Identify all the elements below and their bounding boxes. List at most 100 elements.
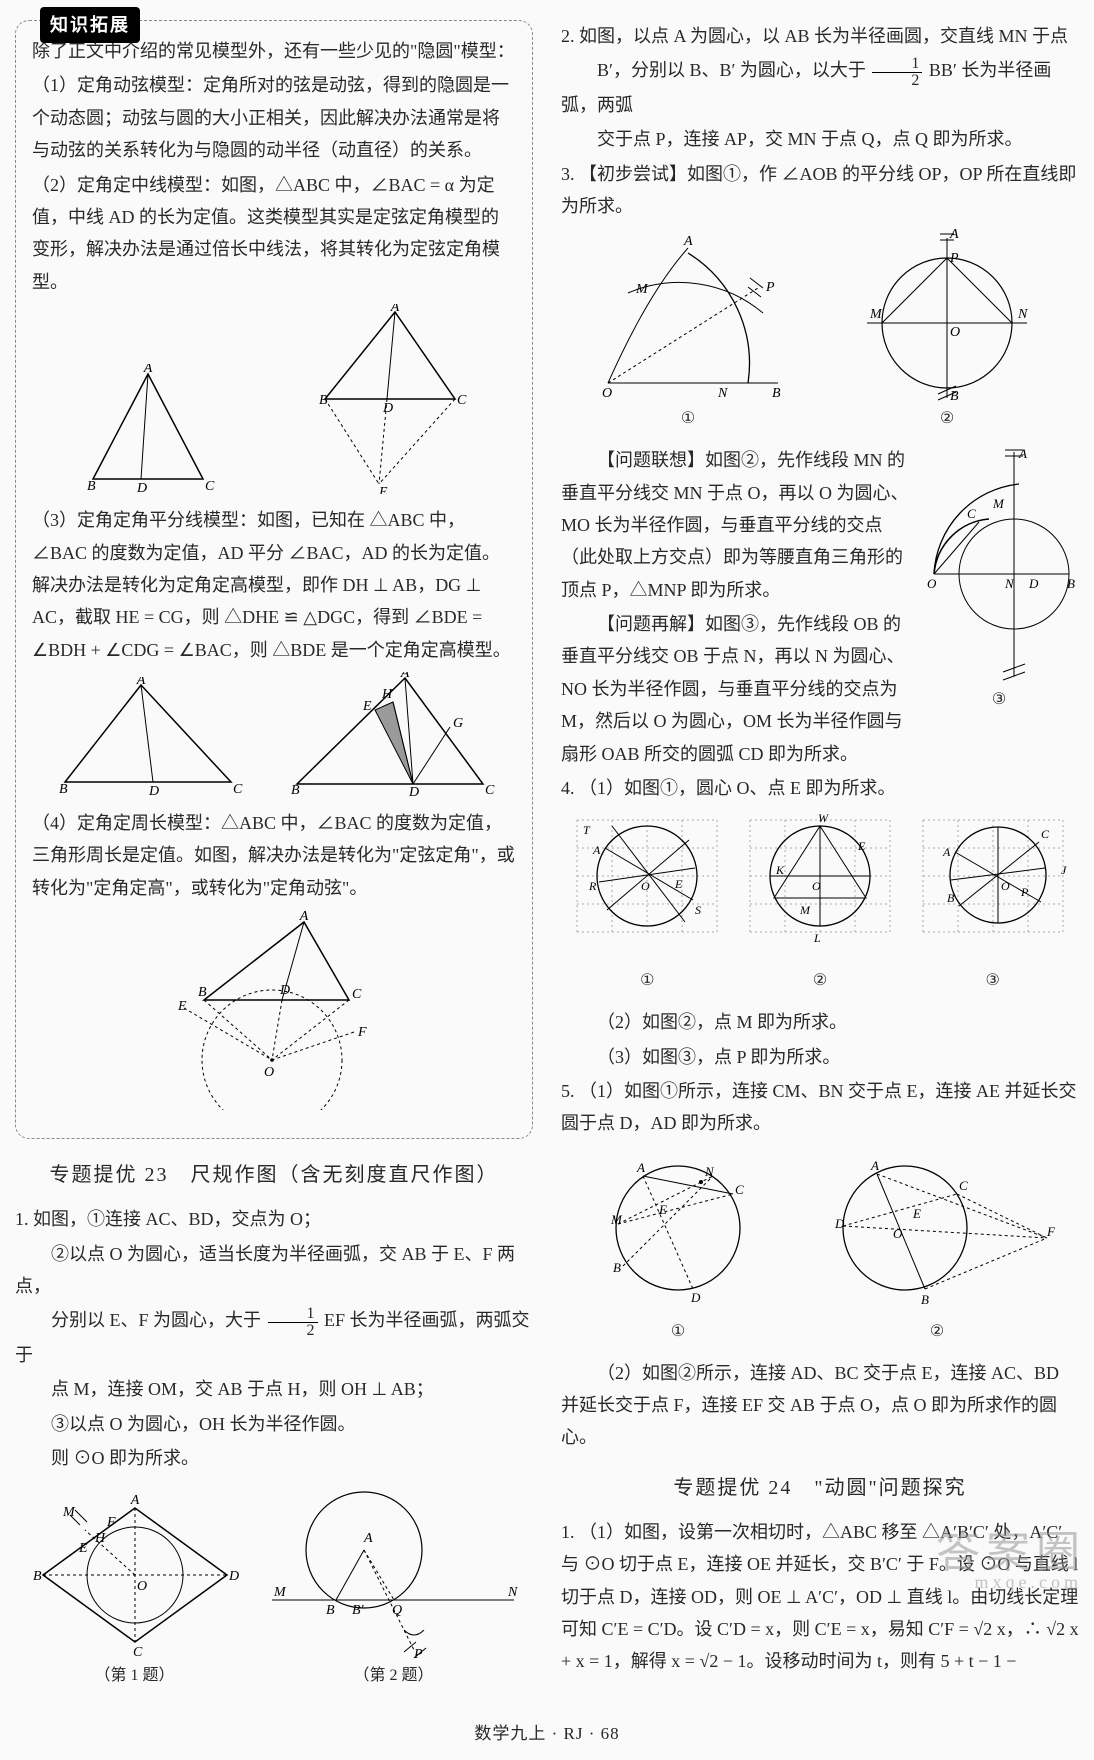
q2-cap: （第 2 题） xyxy=(264,1662,524,1691)
q5-cap2: ② xyxy=(817,1318,1057,1347)
fraction-half: 12 xyxy=(268,1306,318,1339)
m4-fig: A B D C E F O xyxy=(154,910,394,1110)
q4-text-b: （2）如图②，点 M 即为所求。 xyxy=(561,1006,1079,1038)
svg-text:H: H xyxy=(94,1531,106,1546)
q1-step2b: 分别以 E、F 为圆心，大于 12 EF 长为半径画弧，两弧交于 xyxy=(15,1304,533,1371)
q5-fig2: A C D B O E F ② xyxy=(817,1146,1057,1347)
q4-text-c: （3）如图③，点 P 即为所求。 xyxy=(561,1041,1079,1073)
svg-text:A: A xyxy=(143,364,153,376)
svg-text:B: B xyxy=(1067,576,1075,591)
model3-figrow: A B D C A B D xyxy=(32,672,516,797)
svg-text:F: F xyxy=(106,1515,116,1530)
m3-right-fig: A B D C E H G xyxy=(285,672,495,797)
svg-text:O: O xyxy=(137,1579,147,1594)
svg-text:P: P xyxy=(413,1647,423,1660)
q3bc-wrap: A O B N D M C ③ 【问题联想】如图②，先作线段 MN 的垂直平分线… xyxy=(561,444,1079,772)
svg-text:C: C xyxy=(457,393,467,408)
svg-text:E: E xyxy=(78,1541,88,1556)
svg-text:P: P xyxy=(1020,885,1029,899)
svg-text:C: C xyxy=(485,783,495,797)
svg-text:C: C xyxy=(735,1182,744,1197)
q1-concl: 则 ⊙O 即为所求。 xyxy=(15,1442,533,1474)
q1-step1: 1. 如图，①连接 AC、BD，交点为 O； xyxy=(15,1203,533,1235)
svg-text:N: N xyxy=(717,386,728,401)
q3-cap1: ① xyxy=(588,405,788,434)
svg-text:P: P xyxy=(765,280,775,295)
q4-cap3: ③ xyxy=(913,967,1073,996)
svg-text:O: O xyxy=(950,325,960,340)
svg-text:C: C xyxy=(133,1645,143,1660)
q3-cap3: ③ xyxy=(919,686,1079,715)
q1-fig: A B C D O E F H M （第 1 题） xyxy=(25,1490,245,1691)
svg-text:G: G xyxy=(453,716,463,731)
q4-figrow: T A R O S E ① xyxy=(561,810,1079,996)
q4-fig2: W O E L M K ② xyxy=(740,810,900,996)
svg-text:D: D xyxy=(148,784,159,797)
svg-text:B: B xyxy=(59,782,68,797)
model-1: （1）定角动弦模型：定角所对的弦是动弦，得到的隐圆是一个动态圆；动弦与圆的大小正… xyxy=(32,69,516,166)
svg-text:D: D xyxy=(1028,576,1039,591)
svg-text:B: B xyxy=(772,386,781,401)
q3-fig1: O A B M N P ① xyxy=(588,233,788,434)
triangle-AD-fig: A B D C xyxy=(73,364,223,494)
q5-figrow: A C M N B D E ① xyxy=(561,1146,1079,1347)
svg-text:A: A xyxy=(683,234,693,249)
svg-text:E: E xyxy=(674,877,683,891)
svg-text:M: M xyxy=(869,307,883,322)
svg-text:D: D xyxy=(382,401,393,416)
svg-text:O: O xyxy=(893,1226,903,1241)
svg-text:N: N xyxy=(1017,307,1028,322)
svg-text:B: B xyxy=(87,479,96,494)
svg-text:N: N xyxy=(507,1585,518,1600)
svg-text:F: F xyxy=(1046,1224,1056,1239)
svg-text:P: P xyxy=(949,251,959,266)
q2-text-c: 交于点 P，连接 AP，交 MN 于点 Q，点 Q 即为所求。 xyxy=(561,123,1079,155)
q2-text-a: 2. 如图，以点 A 为圆心，以 AB 长为半径画圆，交直线 MN 于点 xyxy=(561,20,1079,52)
svg-text:M: M xyxy=(635,282,649,297)
svg-text:B: B xyxy=(291,783,300,797)
model-2: （2）定角定中线模型：如图，△ABC 中，∠BAC = α 为定值，中线 AD … xyxy=(32,169,516,299)
svg-text:L: L xyxy=(813,931,821,945)
q3-fig2: M N O P A B ② xyxy=(842,228,1052,434)
q5-text-b: （2）如图②所示，连接 AD、BC 交于点 E，连接 AC、BD 并延长交于点 … xyxy=(561,1357,1079,1454)
svg-text:A: A xyxy=(390,304,400,315)
model4-figrow: A B D C E F O xyxy=(32,910,516,1110)
svg-text:A: A xyxy=(870,1158,879,1173)
q5-fig1: A C M N B D E ① xyxy=(583,1146,773,1347)
svg-text:B′: B′ xyxy=(352,1603,365,1618)
section-23-title: 专题提优 23 尺规作图（含无刻度直尺作图） xyxy=(15,1157,533,1193)
svg-text:C: C xyxy=(205,479,215,494)
svg-text:M: M xyxy=(610,1212,623,1227)
svg-text:R: R xyxy=(588,879,597,893)
q3-fig3: A O B N D M C ③ xyxy=(919,444,1079,715)
svg-text:D: D xyxy=(408,785,419,797)
svg-text:A: A xyxy=(949,228,959,242)
svg-text:E: E xyxy=(658,1202,667,1217)
q2-fig: A B M N Q B′ P （第 2 题） xyxy=(264,1480,524,1691)
svg-text:B: B xyxy=(33,1569,42,1584)
q1-cap: （第 1 题） xyxy=(25,1662,245,1691)
svg-text:T: T xyxy=(583,823,591,837)
svg-text:A: A xyxy=(136,677,146,688)
watermark-sub: mxqe.com xyxy=(975,1566,1082,1598)
svg-text:D: D xyxy=(834,1216,845,1231)
svg-text:B: B xyxy=(319,393,328,408)
svg-text:S: S xyxy=(695,903,701,917)
q3-text-a: 3. 【初步尝试】如图①，作 ∠AOB 的平分线 OP，OP 所在直线即为所求。 xyxy=(561,158,1079,223)
svg-text:D: D xyxy=(690,1290,701,1305)
svg-text:E: E xyxy=(177,999,187,1014)
svg-text:K: K xyxy=(775,863,785,877)
svg-text:C: C xyxy=(352,987,362,1002)
svg-text:M: M xyxy=(273,1585,287,1600)
svg-text:B: B xyxy=(921,1292,929,1307)
svg-text:A: A xyxy=(592,843,601,857)
svg-text:E: E xyxy=(912,1206,921,1221)
q4-cap2: ② xyxy=(740,967,900,996)
q4-cap1: ① xyxy=(567,967,727,996)
svg-text:O: O xyxy=(602,386,612,401)
q4-fig3: C J O P A B ③ xyxy=(913,810,1073,996)
svg-text:E: E xyxy=(362,699,372,714)
model2-figrow: A B D C A B D xyxy=(32,304,516,494)
svg-text:B: B xyxy=(947,891,955,905)
q1q2-figrow: A B C D O E F H M （第 1 题） xyxy=(15,1480,533,1691)
